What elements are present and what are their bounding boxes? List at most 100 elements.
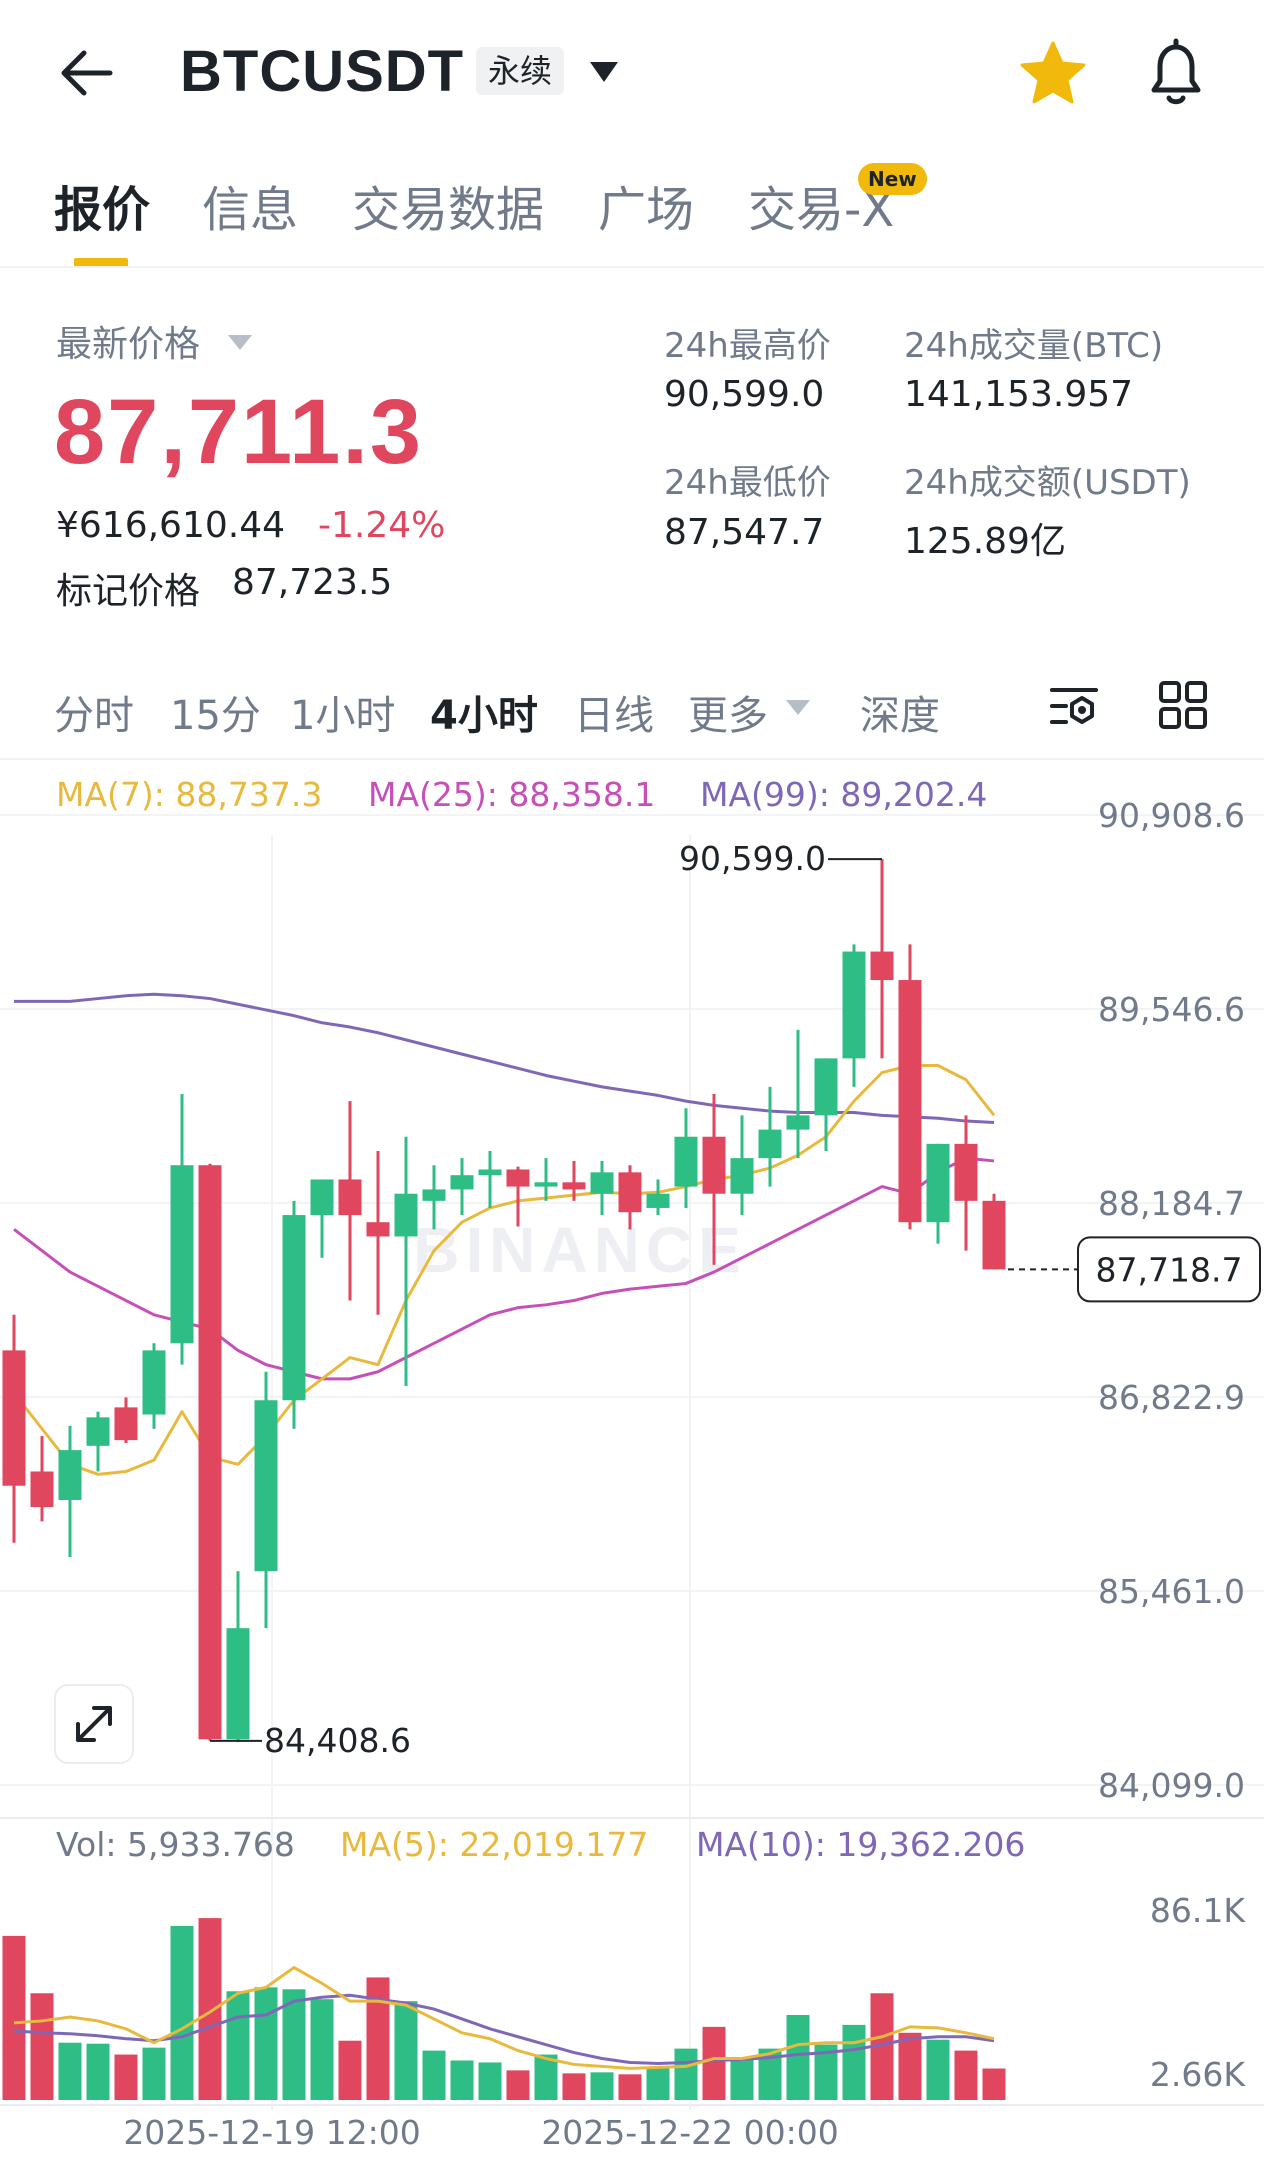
last-price-label[interactable]: 最新价格	[56, 324, 201, 365]
symbol-title[interactable]: BTCUSDT	[180, 39, 465, 104]
volume-legend-item: Vol: 5,933.768	[56, 1825, 295, 1864]
indicator-settings-icon[interactable]	[1048, 680, 1100, 732]
interval-1h[interactable]: 1小时	[290, 693, 396, 739]
price-tick-label: 88,184.7	[1098, 1184, 1245, 1223]
interval-more[interactable]: 更多	[688, 693, 768, 739]
candle-body	[926, 1143, 950, 1223]
candle-body	[422, 1189, 446, 1201]
high-marker-label: 90,599.0	[679, 839, 826, 878]
volume-panel: Vol: 5,933.768 MA(5): 22,019.177 MA(10): 1…	[2, 1825, 1246, 2100]
ma7-line	[12, 1064, 996, 1476]
price-axis: 90,908.6 89,546.6 88,184.7 86,822.9 85,461.0…	[1008, 796, 1261, 1805]
volume-bar	[506, 2070, 530, 2100]
candle-body	[842, 951, 866, 1059]
volume-bar	[898, 2032, 922, 2100]
volume-usdt-label: 24h成交额(USDT)	[904, 463, 1191, 503]
candle-body	[450, 1175, 474, 1190]
volume-bar	[142, 2047, 166, 2100]
volume-bar	[534, 2054, 558, 2100]
tab-square[interactable]: 广场	[598, 182, 695, 238]
mark-price-label: 标记价格	[56, 571, 201, 612]
kline-chart[interactable]: BINANCE 90,908.6 89,546.6 88,184.7 86,822.9…	[0, 760, 1264, 2157]
volume-ma5-line	[13, 1965, 995, 2070]
volume-tick-label: 86.1K	[1150, 1891, 1246, 1930]
time-tick-label: 2025-12-19 12:00	[123, 2113, 420, 2152]
candle-body	[618, 1172, 642, 1213]
candle-body	[506, 1169, 530, 1187]
tab-info[interactable]: 信息	[202, 182, 299, 238]
volume-bar	[254, 1987, 278, 2100]
price-tick-label: 90,908.6	[1098, 796, 1245, 835]
divider	[0, 758, 1264, 760]
volume-bar	[2, 1935, 26, 2100]
expand-icon	[76, 1706, 112, 1742]
volume-bar	[282, 1989, 306, 2100]
interval-1d[interactable]: 日线	[574, 693, 654, 739]
price-tick-label: 86,822.9	[1098, 1378, 1245, 1417]
candle-body	[282, 1215, 306, 1401]
volume-bar	[86, 2043, 110, 2100]
candle-body	[982, 1200, 1006, 1270]
candle-body	[674, 1136, 698, 1187]
volume-bar	[338, 2040, 362, 2100]
extreme-markers: 90,599.0 84,408.6	[210, 839, 882, 1760]
volume-bar	[310, 1999, 334, 2100]
volume-bar	[982, 2068, 1006, 2100]
volume-bar	[730, 2059, 754, 2100]
star-icon[interactable]	[1018, 38, 1088, 108]
interval-timeline[interactable]: 分时	[54, 693, 134, 739]
tab-trading-data[interactable]: 交易数据	[352, 182, 545, 238]
arrow-left-icon[interactable]	[52, 38, 122, 108]
top-bar: BTCUSDT 永续	[0, 0, 1264, 150]
contract-badge: 永续	[476, 47, 565, 95]
volume-legend-item: MA(10): 19,362.206	[696, 1825, 1025, 1864]
candle-body	[702, 1136, 726, 1194]
volume-btc-value: 141,153.957	[904, 374, 1134, 415]
volume-bar	[646, 2068, 670, 2100]
grid-layout-icon[interactable]	[1158, 680, 1208, 730]
caret-down-icon[interactable]	[784, 697, 812, 717]
volume-bar	[786, 2015, 810, 2100]
candle-body	[590, 1172, 614, 1194]
interval-depth[interactable]: 深度	[860, 693, 940, 739]
interval-4h[interactable]: 4小时	[430, 693, 538, 739]
candle-body	[254, 1400, 278, 1572]
current-price-tag-label: 87,718.7	[1096, 1250, 1243, 1289]
volume-tick-label: 2.66K	[1150, 2055, 1246, 2094]
candle-body	[2, 1350, 26, 1486]
volume-bar	[450, 2060, 474, 2100]
volume-usdt-value: 125.89亿	[904, 521, 1066, 562]
ma-legend-item: MA(25): 88,358.1	[368, 775, 655, 814]
volume-bar	[478, 2062, 502, 2100]
candle-body	[730, 1158, 754, 1194]
interval-15m[interactable]: 15分	[170, 693, 261, 739]
low-marker-label: 84,408.6	[264, 1721, 411, 1760]
candle-body	[86, 1417, 110, 1446]
candle-body	[226, 1628, 250, 1740]
volume-bar	[170, 1926, 194, 2100]
candle-body	[58, 1450, 82, 1500]
volume-bar	[422, 2050, 446, 2100]
high-24h-label: 24h最高价	[664, 326, 831, 366]
current-price-tag	[1077, 1236, 1261, 1303]
volume-bar	[394, 2001, 418, 2100]
volume-bar	[870, 1993, 894, 2100]
bell-icon[interactable]	[1140, 36, 1212, 110]
volume-bar	[30, 1993, 54, 2100]
low-24h-label: 24h最低价	[664, 463, 831, 503]
high-24h-value: 90,599.0	[664, 374, 825, 415]
volume-bar	[674, 2048, 698, 2100]
volume-bar	[814, 2044, 838, 2100]
candle-body	[814, 1058, 838, 1116]
caret-down-icon[interactable]	[586, 56, 622, 86]
low-24h-value: 87,547.7	[664, 512, 825, 553]
candle-body	[562, 1182, 586, 1190]
tab-quote[interactable]: 报价	[54, 182, 151, 238]
fullscreen-button[interactable]	[54, 1684, 134, 1764]
caret-down-icon[interactable]	[226, 332, 254, 352]
volume-bar	[954, 2050, 978, 2100]
candle-body	[534, 1182, 558, 1187]
candle-body	[30, 1471, 54, 1508]
price-tick-label: 84,099.0	[1098, 1766, 1245, 1805]
candle-body	[646, 1193, 670, 1208]
